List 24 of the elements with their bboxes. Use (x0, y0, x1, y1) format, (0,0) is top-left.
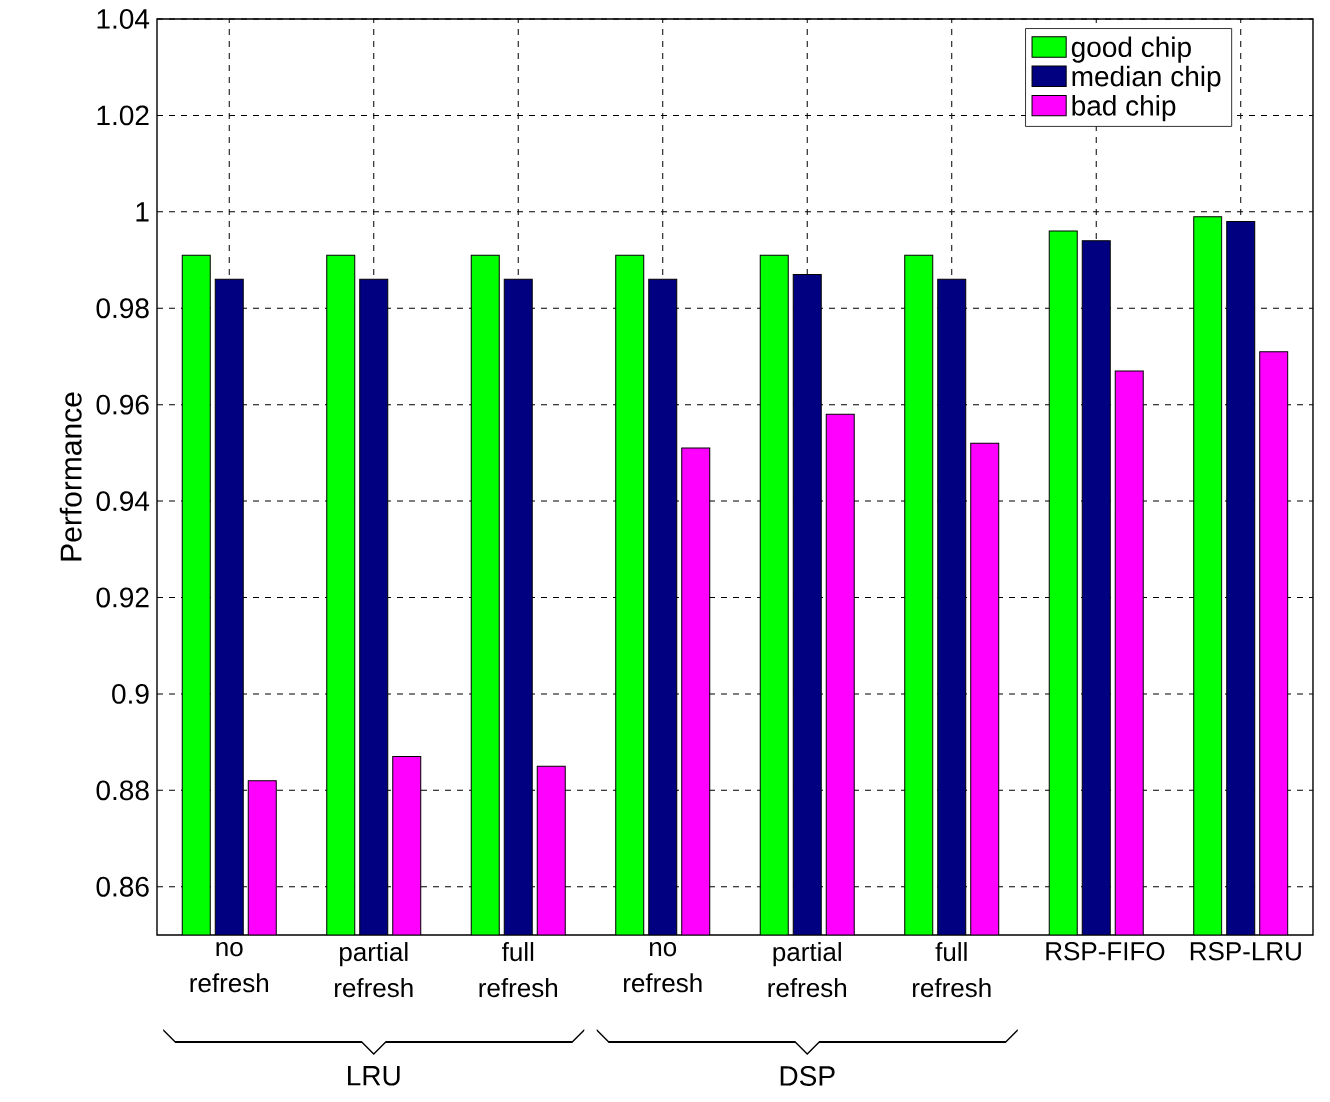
legend-label: good chip (1071, 36, 1191, 63)
y-tick-label: 0.9 (112, 684, 149, 704)
x-tick-label: partial refresh (335, 942, 413, 998)
y-tick-label: 1 (136, 202, 149, 222)
y-tick-label: 0.92 (96, 587, 149, 608)
x-tick-label: no refresh (624, 942, 702, 993)
x-tick-label: full refresh (913, 942, 991, 998)
x-tick-label: RSP-FIFO (1046, 942, 1165, 961)
x-tick-label: full refresh (479, 942, 558, 998)
y-tick-label: 1.04 (97, 9, 150, 29)
legend-label: median chip (1072, 65, 1221, 92)
y-tick-label: 0.96 (96, 394, 149, 415)
x-tick-label: no refresh (190, 942, 269, 993)
x-tick-label: RSP-LRU (1190, 942, 1301, 961)
text: LRU (348, 1066, 400, 1086)
y-tick-label: 0.98 (96, 298, 149, 319)
legend-label: bad chip (1072, 95, 1176, 122)
x-tick-label: partial refresh (768, 942, 846, 998)
y-tick-label: 1.02 (97, 105, 149, 126)
y-axis-title: Performance (59, 392, 82, 561)
y-tick-label: 0.88 (96, 780, 149, 801)
text: DSP (780, 1066, 835, 1086)
y-tick-label: 0.94 (96, 491, 150, 512)
y-tick-label: 0.86 (96, 876, 149, 897)
